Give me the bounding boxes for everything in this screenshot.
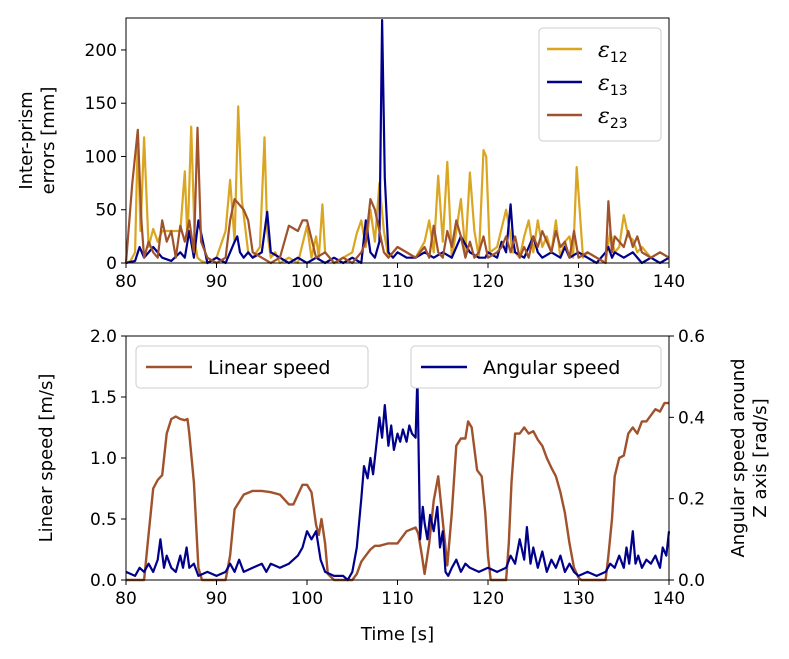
y-axis-label: Inter-prismerrors [mm]: [16, 87, 59, 195]
x-tick-label: 110: [381, 589, 413, 609]
legend-subscript: 12: [610, 50, 628, 66]
x-tick-label: 90: [206, 589, 228, 609]
y-tick-label: 200: [85, 41, 117, 61]
legend-subscript: 23: [610, 116, 628, 132]
x-tick-label: 120: [472, 589, 504, 609]
legend-box: [410, 345, 662, 389]
y-tick-label-left: 1.0: [90, 449, 117, 469]
legend-box: [538, 27, 662, 142]
legend-entry: Linear speed: [208, 357, 331, 379]
legend-linear: Linear speed: [135, 345, 369, 389]
x-tick-label: 100: [291, 272, 323, 292]
legend-entry: ε23: [598, 104, 628, 132]
x-tick-label: 90: [206, 272, 228, 292]
legend-angular: Angular speed: [410, 345, 662, 389]
y-tick-label: 50: [95, 201, 117, 221]
x-tick-label: 120: [472, 272, 504, 292]
y-axis-label-left: Linear speed [m/s]: [36, 374, 57, 543]
series-line-3: [124, 126, 670, 265]
legend-entry: Angular speed: [483, 357, 620, 379]
x-tick-label: 140: [653, 589, 685, 609]
y-tick-label: 0: [106, 254, 117, 274]
y-tick-label-right: 0.4: [678, 408, 705, 428]
y-axis-label-right-line: Z axis [rad/s]: [750, 398, 771, 517]
y-tick-label: 100: [85, 147, 117, 167]
x-tick-label: 110: [381, 272, 413, 292]
x-axis-label: Time [s]: [360, 624, 434, 645]
x-tick-label: 130: [562, 272, 594, 292]
x-tick-label: 80: [115, 589, 137, 609]
x-tick-label: 130: [562, 589, 594, 609]
y-tick-label-right: 0.6: [678, 327, 705, 347]
bottom-subplot: 80 90 100 110 120 130 1400.00.51.01.52.00.00.2…: [36, 327, 771, 645]
legend-subscript: 13: [610, 83, 628, 99]
angular-speed-line: [125, 375, 671, 582]
y-tick-label-left: 1.5: [90, 388, 117, 408]
y-axis-label-right: Angular speed aroundZ axis [rad/s]: [728, 358, 771, 557]
y-tick-label-left: 0.5: [90, 510, 117, 530]
y-tick-label-left: 2.0: [90, 327, 117, 347]
top-subplot: 80 90 100 110 120 130 140 0 50 100 150 200 Inter-pri…: [16, 17, 685, 292]
y-tick-label-left: 0.0: [90, 571, 117, 591]
y-axis-label-right-line: Angular speed around: [728, 358, 749, 557]
y-tick-label-right: 0.2: [678, 490, 705, 510]
y-tick-label: 150: [85, 94, 117, 114]
x-tick-label: 100: [291, 589, 323, 609]
y-axis-label-line: errors [mm]: [38, 87, 59, 195]
y-tick-label-right: 0.0: [678, 571, 705, 591]
x-tick-label: 80: [115, 272, 137, 292]
legend-box: [135, 345, 369, 389]
y-axis-label-line: Inter-prism: [16, 91, 37, 189]
x-tick-label: 140: [653, 272, 685, 292]
